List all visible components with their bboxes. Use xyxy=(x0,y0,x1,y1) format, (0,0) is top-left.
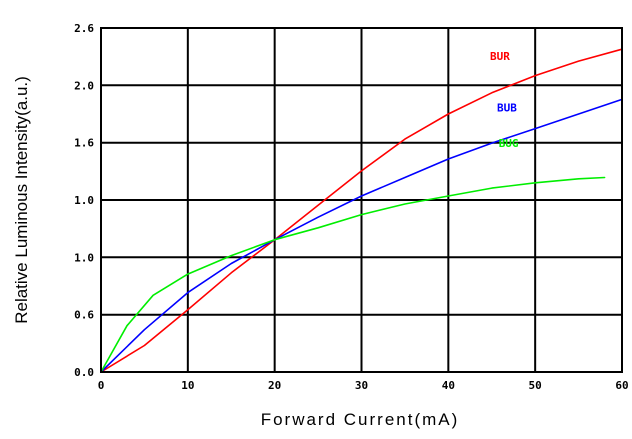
series-line-bug xyxy=(100,176,606,373)
x-tick-label: 0 xyxy=(98,379,105,392)
x-tick-label: 10 xyxy=(181,379,194,392)
series-line-bur xyxy=(100,48,623,373)
series-label-bur: BUR xyxy=(490,50,510,63)
x-tick-label: 40 xyxy=(442,379,455,392)
y-tick-label: 1.0 xyxy=(74,251,94,264)
y-tick-label: 1.0 xyxy=(74,194,94,207)
x-tick-label: 60 xyxy=(615,379,628,392)
series-label-bub: BUB xyxy=(497,101,517,114)
y-tick-label: 0.6 xyxy=(74,309,94,322)
x-tick-label: 30 xyxy=(355,379,368,392)
x-tick-labels: 0 10 20 30 40 50 60 xyxy=(98,379,629,392)
series-lines xyxy=(100,48,623,373)
y-axis-label: Relative Luminous Intensity(a.u.) xyxy=(12,76,31,324)
grid-lines xyxy=(100,27,623,373)
plot-frame xyxy=(100,27,623,373)
y-tick-label: 1.6 xyxy=(74,137,94,150)
y-tick-labels: 0.0 0.6 1.0 1.0 1.6 2.0 2.6 xyxy=(74,22,94,379)
y-tick-label: 2.0 xyxy=(74,79,94,92)
series-label-bug: BUG xyxy=(499,137,519,150)
y-tick-label: 0.0 xyxy=(74,366,94,379)
x-tick-label: 50 xyxy=(529,379,542,392)
x-axis-label: Forward Current(mA) xyxy=(261,410,460,429)
series-line-bub xyxy=(100,98,623,373)
x-tick-label: 20 xyxy=(268,379,281,392)
y-tick-label: 2.6 xyxy=(74,22,94,35)
series-labels: BUR BUB BUG xyxy=(490,50,519,150)
